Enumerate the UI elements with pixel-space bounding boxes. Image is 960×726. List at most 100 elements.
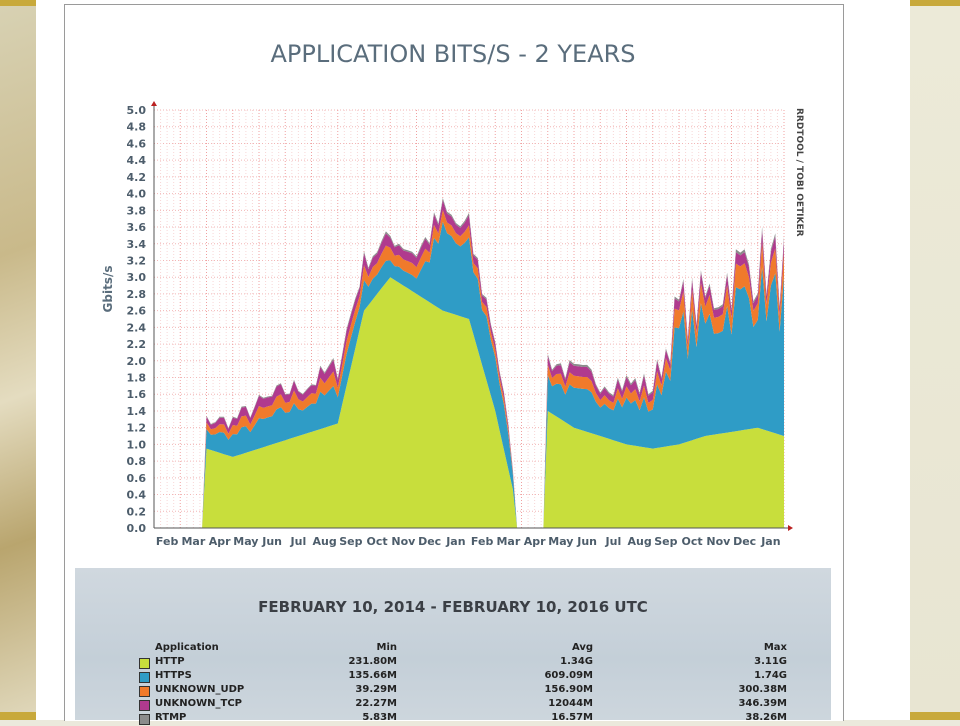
y-tick-label: 3.6 [127, 221, 147, 234]
table-header: Application Min Avg Max [75, 642, 831, 656]
y-tick-label: 0.2 [127, 505, 147, 518]
table-row: UNKNOWN_TCP 22.27M 12044M 346.39M [75, 698, 831, 712]
legend-swatch [139, 686, 150, 697]
x-tick-label: May [548, 535, 573, 548]
header-avg: Avg [571, 642, 593, 653]
rrdtool-watermark: RRDTOOL / TOBI OETIKER [794, 108, 804, 237]
x-tick-label: Dec [418, 535, 441, 548]
top-gold-bar-right [910, 0, 960, 6]
x-tick-label: Jun [261, 535, 282, 548]
top-gold-bar-left [0, 0, 36, 6]
y-tick-label: 2.0 [127, 355, 147, 368]
y-tick-label: 4.2 [127, 171, 147, 184]
row-min: 231.80M [348, 656, 397, 667]
legend-swatch [139, 700, 150, 711]
row-name: HTTP [155, 656, 185, 667]
series-area-http [154, 277, 784, 528]
row-avg: 156.90M [544, 684, 593, 695]
y-tick-label: 2.4 [127, 321, 147, 334]
y-tick-label: 0.6 [127, 472, 147, 485]
x-tick-label: Jul [605, 535, 622, 548]
x-tick-label: May [233, 535, 258, 548]
row-max: 346.39M [738, 698, 787, 709]
y-tick-label: 1.2 [127, 422, 147, 435]
y-tick-label: 2.2 [127, 338, 147, 351]
x-tick-label: Jan [445, 535, 465, 548]
y-tick-label: 2.8 [127, 288, 147, 301]
x-axis-arrow [788, 525, 793, 531]
row-avg: 16.57M [551, 712, 593, 723]
x-tick-label: Nov [706, 535, 731, 548]
row-avg: 609.09M [544, 670, 593, 681]
row-max: 300.38M [738, 684, 787, 695]
x-tick-label: Sep [654, 535, 677, 548]
y-axis-label: Gbits/s [101, 266, 115, 313]
x-tick-label: Aug [313, 535, 337, 548]
table-row: HTTPS 135.66M 609.09M 1.74G [75, 670, 831, 684]
row-min: 5.83M [362, 712, 397, 723]
y-tick-label: 0.4 [127, 489, 147, 502]
right-background [910, 0, 960, 720]
date-range-title: FEBRUARY 10, 2014 - FEBRUARY 10, 2016 UT… [258, 598, 648, 616]
row-min: 22.27M [355, 698, 397, 709]
bottom-gold-bar-right [910, 712, 960, 720]
y-tick-label: 1.6 [127, 388, 147, 401]
x-tick-label: Jul [290, 535, 307, 548]
x-tick-label: Nov [391, 535, 416, 548]
x-tick-label: Mar [181, 535, 205, 548]
legend-swatch [139, 672, 150, 683]
y-tick-label: 3.2 [127, 254, 147, 267]
row-avg: 1.34G [560, 656, 593, 667]
x-tick-label: Jan [760, 535, 780, 548]
row-min: 39.29M [355, 684, 397, 695]
table-row: UNKNOWN_UDP 39.29M 156.90M 300.38M [75, 684, 831, 698]
y-tick-label: 4.0 [127, 188, 147, 201]
x-tick-label: Mar [496, 535, 520, 548]
header-application: Application [155, 642, 219, 653]
x-tick-label: Apr [209, 535, 231, 548]
left-background [0, 0, 36, 720]
y-tick-label: 1.8 [127, 372, 147, 385]
row-max: 1.74G [754, 670, 787, 681]
legend-panel: FEBRUARY 10, 2014 - FEBRUARY 10, 2016 UT… [75, 568, 831, 725]
y-tick-label: 3.8 [127, 204, 147, 217]
y-tick-label: 3.0 [127, 271, 147, 284]
x-tick-label: Oct [367, 535, 388, 548]
x-tick-label: Jun [576, 535, 597, 548]
row-min: 135.66M [348, 670, 397, 681]
row-name: UNKNOWN_TCP [155, 698, 242, 709]
row-name: RTMP [155, 712, 187, 723]
row-max: 3.11G [754, 656, 787, 667]
y-tick-label: 1.0 [127, 438, 147, 451]
header-min: Min [376, 642, 398, 653]
bottom-gold-bar-left [0, 712, 36, 720]
y-tick-label: 4.4 [127, 154, 147, 167]
series-area-https [154, 221, 784, 528]
legend-swatch [139, 658, 150, 669]
y-tick-label: 4.6 [127, 137, 147, 150]
header-max: Max [763, 642, 787, 653]
series-area-rtmp [154, 198, 784, 528]
x-tick-label: Apr [524, 535, 546, 548]
y-tick-label: 4.8 [127, 121, 147, 134]
x-tick-label: Sep [339, 535, 362, 548]
y-tick-label: 2.6 [127, 305, 147, 318]
x-tick-label: Feb [156, 535, 179, 548]
y-tick-label: 0.0 [127, 522, 147, 535]
row-avg: 12044M [548, 698, 593, 709]
y-tick-label: 3.4 [127, 238, 147, 251]
y-axis-arrow [151, 101, 157, 106]
y-tick-label: 5.0 [127, 104, 147, 117]
y-tick-label: 0.8 [127, 455, 147, 468]
row-max: 38.26M [745, 712, 787, 723]
y-tick-label: 1.4 [127, 405, 147, 418]
x-tick-label: Feb [471, 535, 494, 548]
x-tick-label: Dec [733, 535, 756, 548]
chart-title: APPLICATION BITS/S - 2 YEARS [270, 40, 636, 68]
x-tick-label: Aug [628, 535, 652, 548]
x-tick-label: Oct [682, 535, 703, 548]
row-name: HTTPS [155, 670, 192, 681]
table-row: RTMP 5.83M 16.57M 38.26M [75, 712, 831, 726]
row-name: UNKNOWN_UDP [155, 684, 245, 695]
